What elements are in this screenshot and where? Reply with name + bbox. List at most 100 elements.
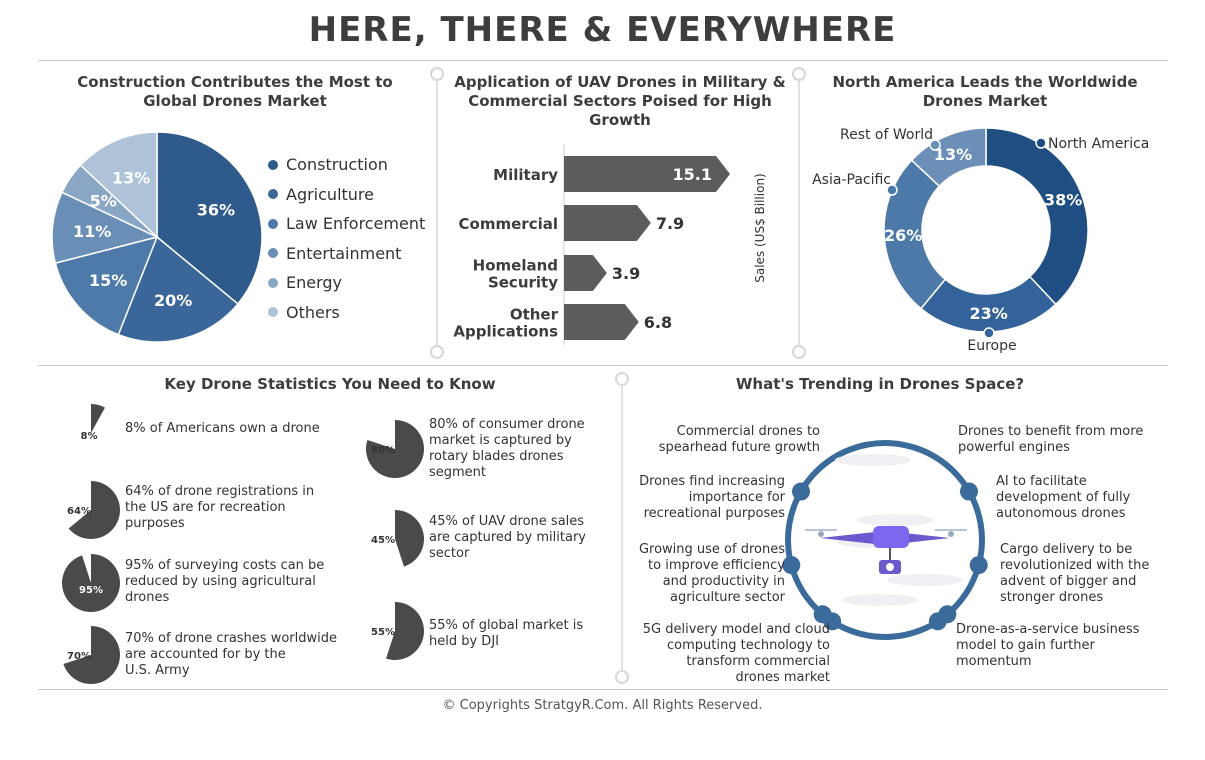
- stat-text-line: held by DJI: [429, 634, 499, 649]
- pie-slice-label: 13%: [112, 168, 150, 187]
- stat-pie: 64%: [67, 481, 120, 539]
- separator-knob: [615, 372, 629, 386]
- legend-item: Agriculture: [268, 180, 425, 210]
- trend-text-line: AI to facilitate: [996, 474, 1087, 489]
- bar-value-label: 6.8: [644, 313, 672, 332]
- pie-slice-agriculture: [117, 235, 239, 343]
- legend-swatch: [268, 307, 278, 318]
- trend-text-line: Drones find increasing: [639, 474, 785, 489]
- bar-chart: Military 15.1 Commercial 7.9 HomelandSecurit…: [453, 144, 767, 345]
- pie-slice-label: 36%: [197, 200, 235, 219]
- separator-knob: [430, 67, 444, 81]
- trend-text-line: powerful engines: [958, 440, 1070, 455]
- stats-title: Key Drone Statistics You Need to Know: [164, 375, 496, 393]
- pie-slice-entertainment: [51, 191, 160, 265]
- pie-slice-label: 15%: [89, 271, 127, 290]
- donut-slice-label: 26%: [884, 226, 922, 245]
- stat-text-line: reduced by using agricultural: [125, 574, 316, 589]
- trend-item: Growing use of drones to improve efficien…: [485, 542, 785, 606]
- trend-text-line: to improve efficiency: [648, 558, 785, 573]
- stat-pie-label: 64%: [67, 506, 91, 517]
- stat-pie-slice: [386, 602, 425, 660]
- donut-slice-label: 13%: [934, 145, 972, 164]
- trends-title: What's Trending in Drones Space?: [735, 375, 1025, 393]
- trend-text-line: Drones to benefit from more: [958, 424, 1144, 439]
- stats-panel: 8% 8% of Americans own a drone 64% 64% of d…: [0, 0, 620, 690]
- stat-text-line: U.S. Army: [125, 663, 190, 678]
- region-marker: [886, 184, 898, 196]
- trend-text-line: revolutionized with the: [1000, 558, 1150, 573]
- pie-slice-label: 11%: [73, 222, 111, 241]
- region-label: Europe: [967, 338, 1016, 354]
- stat-text-line: drones: [125, 590, 170, 605]
- region-marker: [929, 139, 941, 151]
- stat-text-line: are accounted for by the: [125, 647, 286, 662]
- trend-text-line: and productivity in: [662, 574, 785, 589]
- trend-node: [969, 556, 988, 575]
- stat-pie-slice: [366, 420, 424, 478]
- legend-swatch: [268, 189, 278, 200]
- middle-divider: [38, 365, 1168, 366]
- trend-ring: [782, 440, 988, 640]
- stat-text-line: purposes: [125, 516, 185, 531]
- drone-icon: [805, 526, 967, 574]
- bar-homeland-security: [564, 255, 607, 291]
- trend-text-line: recreational purposes: [643, 506, 785, 521]
- stat-pie-slice: [395, 510, 424, 567]
- stat-pie-label: 55%: [371, 627, 395, 638]
- stat-text-line: are captured by military: [429, 530, 586, 545]
- legend-swatch: [268, 159, 278, 170]
- legend-swatch: [268, 248, 278, 259]
- top-divider: [38, 60, 1168, 61]
- bar-category-label: Commercial: [459, 215, 558, 233]
- bar-other-applications: [564, 304, 639, 340]
- trend-text-line: computing technology to: [667, 638, 830, 653]
- donut-chart-title: North America Leads the Worldwide Drones…: [832, 73, 1138, 110]
- legend-item: Entertainment: [268, 239, 425, 269]
- trend-item: Drone-as-a-service business model to gain…: [956, 622, 1156, 670]
- trend-text-line: stronger drones: [1000, 590, 1104, 605]
- stat-pie-slice: [91, 404, 105, 433]
- pie-slice-law-enforcement: [54, 235, 159, 336]
- region-label: Rest of World: [840, 127, 933, 143]
- legend-item: Others: [268, 298, 425, 328]
- trend-text-line: Cargo delivery to be: [1000, 542, 1133, 557]
- trend-item: 5G delivery model and cloud computing tec…: [530, 622, 830, 686]
- region-marker: [983, 327, 995, 339]
- bar-value-label: 15.1: [673, 165, 712, 184]
- stat-pie-label: 80%: [371, 445, 395, 456]
- trends-panel: Commercial drones to spearhead future gro…: [485, 424, 1156, 686]
- bar-commercial: [564, 205, 651, 241]
- stat-text-line: 55% of global market is: [429, 618, 584, 633]
- copyright-footer: © Copyrights StratgyR.Com. All Rights Re…: [442, 698, 763, 713]
- stat-pie-slice: [68, 481, 120, 539]
- separator-3: [621, 378, 623, 676]
- donut-slice-label: 23%: [969, 304, 1007, 323]
- legend-label: Construction: [286, 155, 388, 175]
- bar-category-label: Other: [510, 306, 559, 324]
- stat-text: 80% of consumer drone market is captured …: [429, 417, 614, 481]
- legend-item: Energy: [268, 268, 425, 298]
- legend-label: Energy: [286, 273, 343, 293]
- bar-value-label: 3.9: [612, 264, 640, 283]
- stat-pie-label: 45%: [371, 535, 395, 546]
- bar-chart-title: Application of UAV Drones in Military & …: [454, 73, 786, 129]
- bar-category-label: Applications: [453, 323, 558, 341]
- stat-pie-label: 95%: [79, 585, 103, 596]
- cloud-shape: [842, 594, 918, 606]
- legend-label: Agriculture: [286, 184, 374, 204]
- region-label: Asia-Pacific: [812, 172, 891, 188]
- bar-category-label: Military: [493, 166, 558, 184]
- stat-text-line: rotary blades drones: [429, 449, 564, 464]
- trend-text-line: importance for: [688, 490, 785, 505]
- stat-text-line: 80% of consumer drone: [429, 417, 585, 432]
- trend-text-line: model to gain further: [956, 638, 1095, 653]
- trend-node: [960, 482, 979, 501]
- pie-slice-others: [79, 131, 158, 239]
- separator-knob: [792, 345, 806, 359]
- trend-node: [791, 482, 810, 501]
- stat-text: 45% of UAV drone sales are captured by mi…: [429, 514, 614, 562]
- legend-swatch: [268, 218, 278, 229]
- legend-label: Others: [286, 302, 340, 322]
- bar-military: [564, 156, 730, 192]
